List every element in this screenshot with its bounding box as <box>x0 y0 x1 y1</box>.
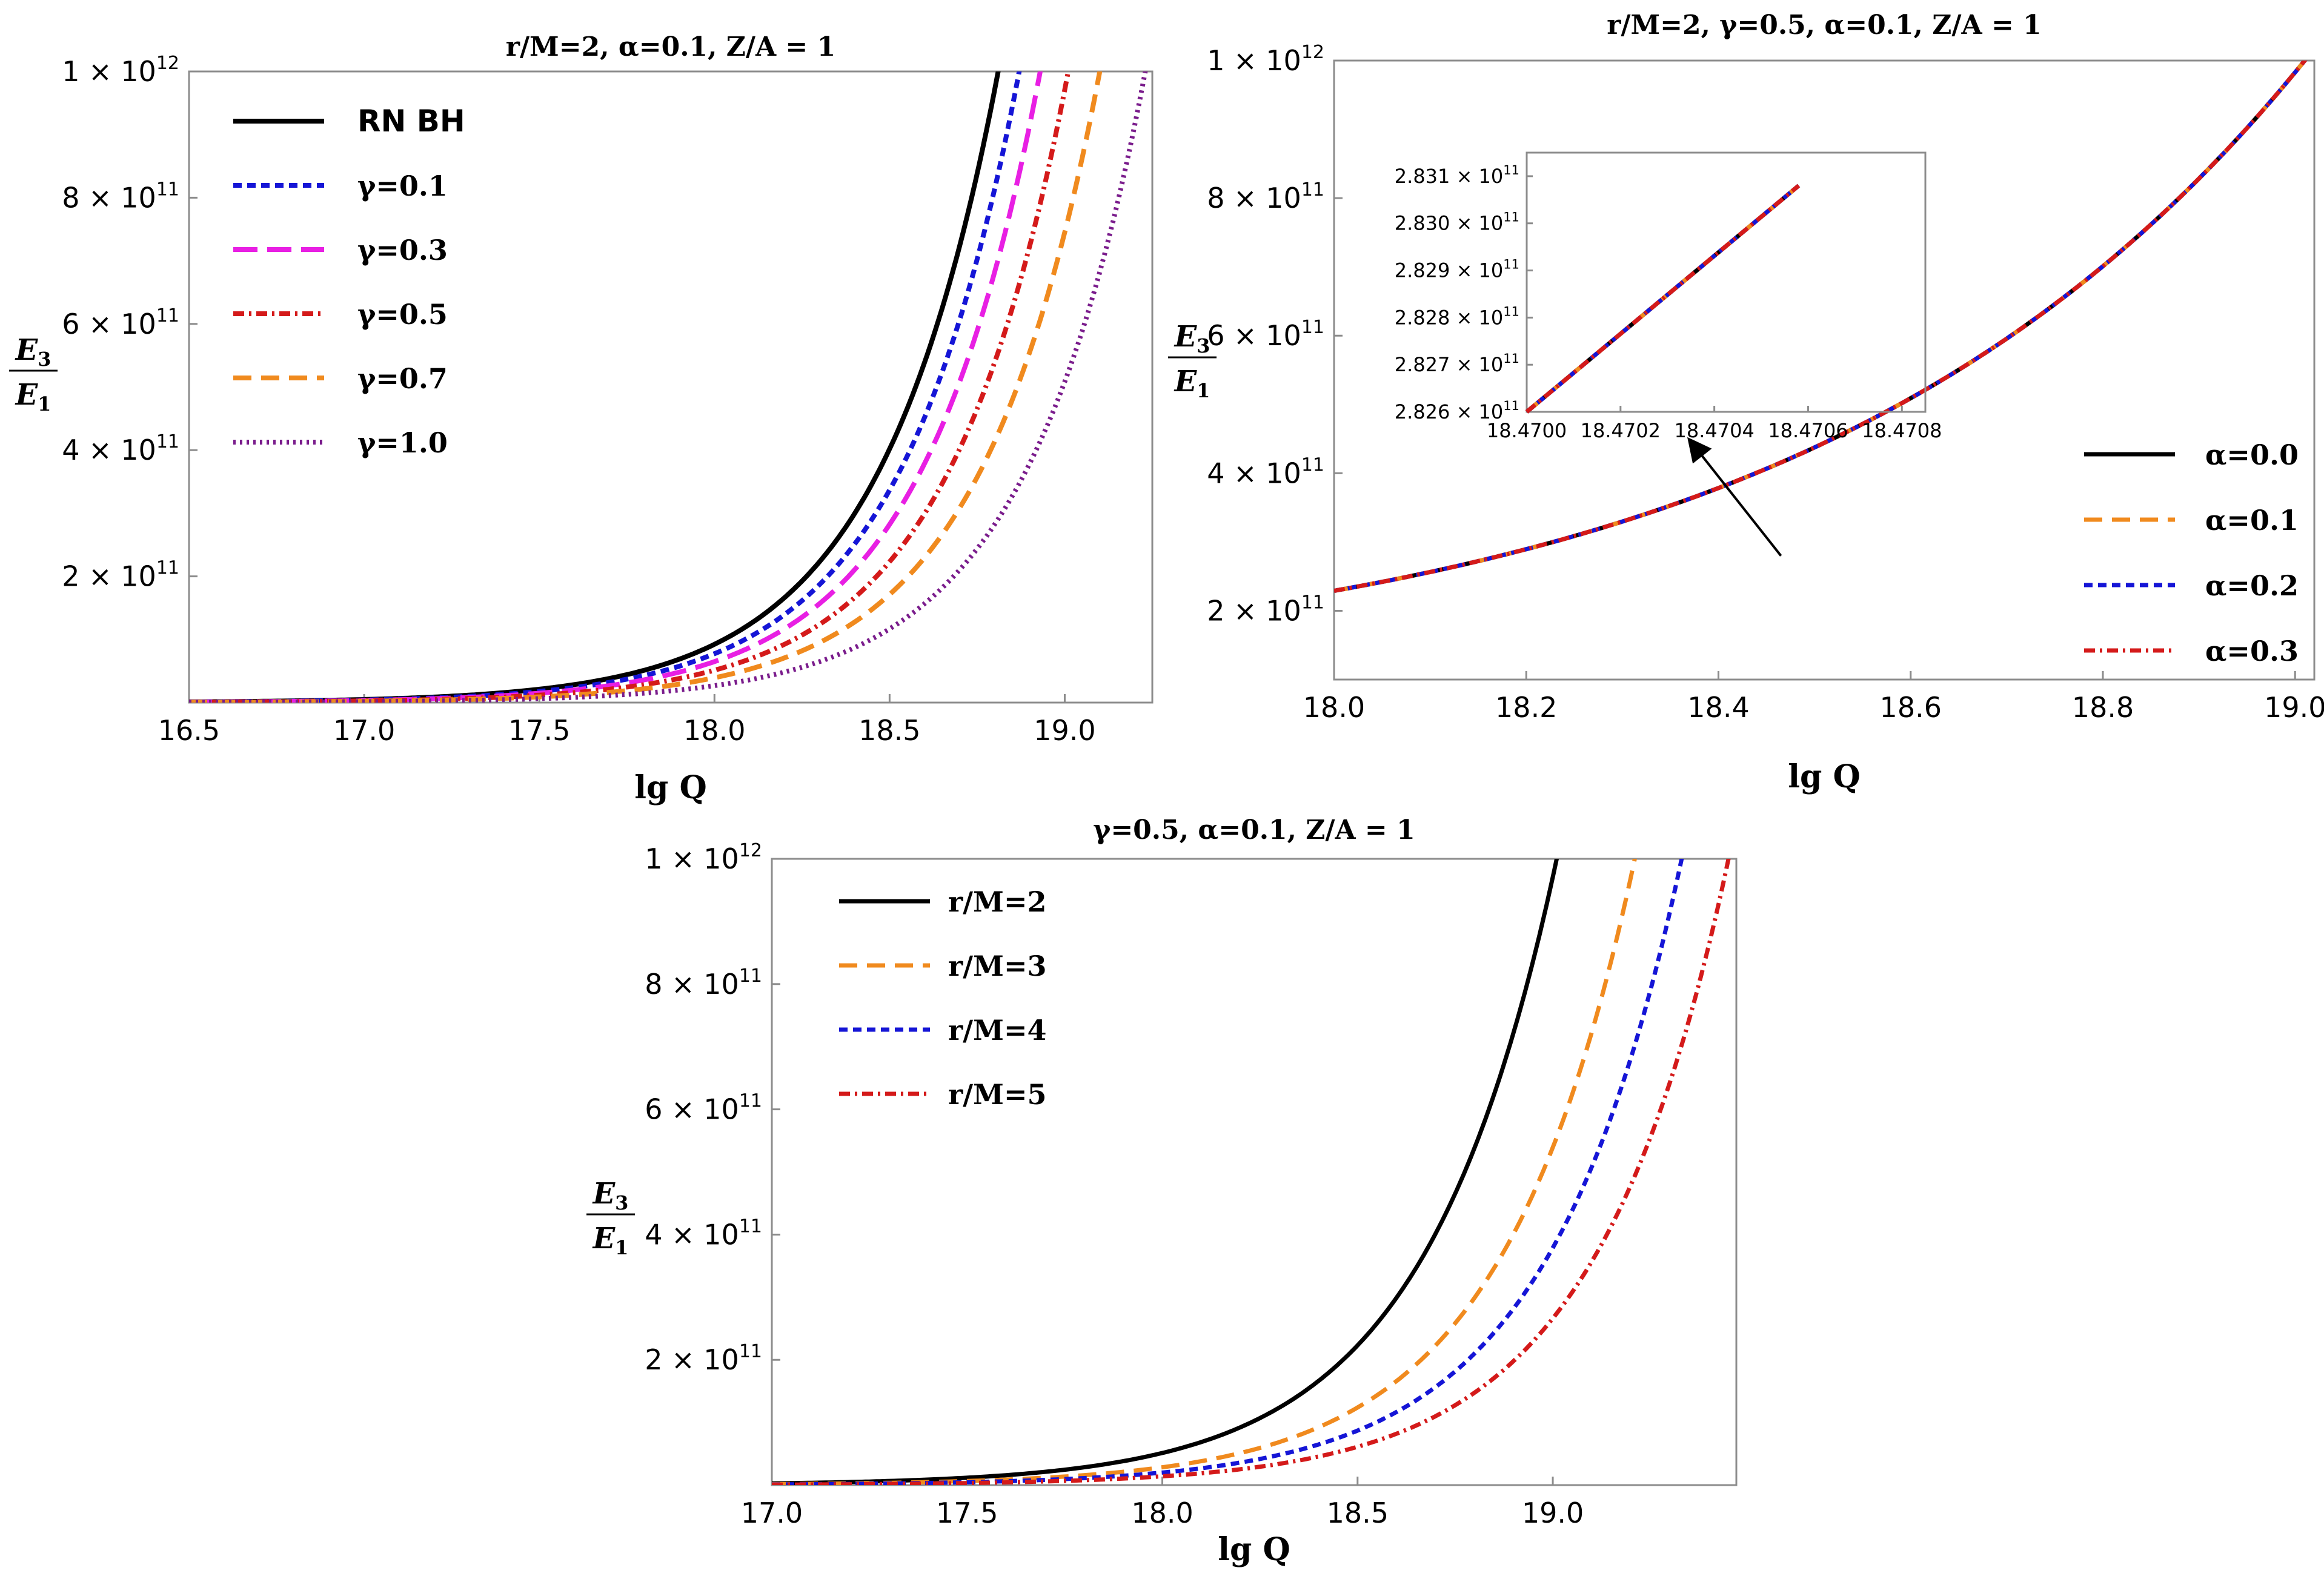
inset-series-line <box>1525 184 1801 414</box>
y-tick-label: 4 × 1011 <box>62 431 179 466</box>
y-axis-label-denominator: E1 <box>1174 365 1210 402</box>
series-line <box>189 71 1043 703</box>
inset-y-tick-label: 2.831 × 1011 <box>1395 163 1519 188</box>
inset-x-tick-label: 18.4708 <box>1862 419 1942 442</box>
chart-panel-radius: γ=0.5, α=0.1, Z/A = 1 17.0 17.5 18.0 18.5 19.… <box>586 815 1738 1568</box>
series-line <box>772 859 1637 1485</box>
series-line <box>772 859 1731 1485</box>
series-line <box>189 71 1148 703</box>
x-tick-label: 19.0 <box>1522 1497 1584 1529</box>
x-axis-label: lg Q <box>634 769 707 806</box>
legend-label: r/M=5 <box>948 1078 1047 1111</box>
legend-label: γ=0.5 <box>357 298 448 331</box>
inset-arrow <box>1687 437 1782 557</box>
series-group <box>1334 61 2308 593</box>
y-tick-label: 8 × 1011 <box>645 965 762 1001</box>
legend-label: γ=0.1 <box>357 170 448 202</box>
y-axis-label-numerator: E3 <box>1174 320 1210 357</box>
x-tick-label: 18.2 <box>1495 691 1557 724</box>
legend-label: r/M=2 <box>948 885 1047 918</box>
inset-y-tick-label: 2.828 × 1011 <box>1395 304 1519 329</box>
legend-label: α=0.1 <box>2205 504 2299 537</box>
legend-label: α=0.2 <box>2205 569 2299 602</box>
y-tick-label: 2 × 1011 <box>62 558 179 593</box>
legend-label: γ=1.0 <box>357 426 448 459</box>
x-tick-label: 17.0 <box>333 714 395 747</box>
y-tick-label: 8 × 1011 <box>62 179 179 214</box>
chart-title: r/M=2, γ=0.5, α=0.1, Z/A = 1 <box>1607 10 2042 41</box>
x-tick-label: 18.4 <box>1687 691 1749 724</box>
x-tick-label: 18.0 <box>683 714 745 747</box>
legend-label: γ=0.3 <box>357 234 448 266</box>
inset-y-tick-label: 2.830 × 1011 <box>1395 210 1519 235</box>
legend-label: γ=0.7 <box>357 362 448 395</box>
x-tick-label: 17.5 <box>936 1497 998 1529</box>
inset-frame <box>1526 151 1927 413</box>
y-tick-label: 1 × 1012 <box>1207 42 1324 77</box>
chart-panel-gamma: r/M=2, α=0.1, Z/A = 1 16.5 17.0 17.5 18.0 18.… <box>9 31 1154 806</box>
inset-y-tick-label: 2.827 × 1011 <box>1395 351 1519 376</box>
inset-y-tick-label: 2.826 × 1011 <box>1395 399 1519 423</box>
series-line <box>189 71 1103 703</box>
x-tick-label: 18.0 <box>1303 691 1365 724</box>
legend-label: r/M=4 <box>948 1014 1047 1047</box>
x-tick-label: 18.6 <box>1880 691 1942 724</box>
plot-frame <box>188 70 1154 704</box>
x-tick-label: 18.5 <box>858 714 920 747</box>
y-tick-label: 4 × 1011 <box>645 1216 762 1251</box>
inset-x-tick-label: 18.4700 <box>1487 419 1567 442</box>
series-line <box>1334 61 2308 593</box>
x-tick-label: 18.8 <box>2072 691 2134 724</box>
y-tick-label: 2 × 1011 <box>1207 592 1324 627</box>
legend-label: r/M=3 <box>948 950 1047 982</box>
y-tick-label: 2 × 1011 <box>645 1341 762 1376</box>
x-tick-label: 19.0 <box>1034 714 1095 747</box>
y-tick-label: 8 × 1011 <box>1207 179 1324 214</box>
y-tick-label: 6 × 1011 <box>62 305 179 340</box>
y-axis-label-denominator: E1 <box>592 1222 629 1259</box>
legend-label: α=0.0 <box>2205 439 2299 471</box>
x-axis-label: lg Q <box>1218 1531 1290 1568</box>
y-tick-label: 6 × 1011 <box>645 1091 762 1126</box>
legend-label: RN BH <box>357 104 465 139</box>
inset-x-tick-label: 18.4702 <box>1581 419 1661 442</box>
series-line <box>772 859 1559 1485</box>
inset-panel: 18.4700 18.4702 18.4704 18.4706 18.4708 2.826… <box>1395 151 1942 557</box>
y-tick-label: 6 × 1011 <box>1207 317 1324 352</box>
legend-label: α=0.3 <box>2205 635 2299 667</box>
series-group <box>772 859 1731 1485</box>
y-tick-label: 1 × 1012 <box>645 840 762 875</box>
chart-panel-alpha: r/M=2, γ=0.5, α=0.1, Z/A = 1 18.0 18.2 18.4… <box>1168 10 2324 795</box>
x-tick-label: 17.0 <box>741 1497 803 1529</box>
y-tick-label: 1 × 1012 <box>62 53 179 88</box>
series-group <box>189 71 1148 703</box>
x-tick-label: 16.5 <box>158 714 220 747</box>
inset-x-tick-label: 18.4704 <box>1674 419 1754 442</box>
y-axis-label-numerator: E3 <box>592 1177 629 1214</box>
chart-title: r/M=2, α=0.1, Z/A = 1 <box>506 31 835 62</box>
x-tick-label: 17.5 <box>508 714 570 747</box>
y-axis-label-denominator: E1 <box>15 378 51 415</box>
plot-frame <box>1333 59 2316 681</box>
plot-frame <box>771 858 1738 1486</box>
x-tick-label: 18.0 <box>1131 1497 1193 1529</box>
x-tick-label: 18.5 <box>1327 1497 1389 1529</box>
y-tick-label: 4 × 1011 <box>1207 454 1324 489</box>
x-axis-label: lg Q <box>1788 758 1861 795</box>
inset-x-tick-label: 18.4706 <box>1768 419 1848 442</box>
inset-series-line <box>1525 184 1801 414</box>
x-tick-label: 19.0 <box>2264 691 2324 724</box>
inset-y-tick-label: 2.829 × 1011 <box>1395 257 1519 282</box>
y-axis-label-numerator: E3 <box>15 333 51 371</box>
chart-title: γ=0.5, α=0.1, Z/A = 1 <box>1093 815 1415 846</box>
series-line <box>189 71 1022 703</box>
